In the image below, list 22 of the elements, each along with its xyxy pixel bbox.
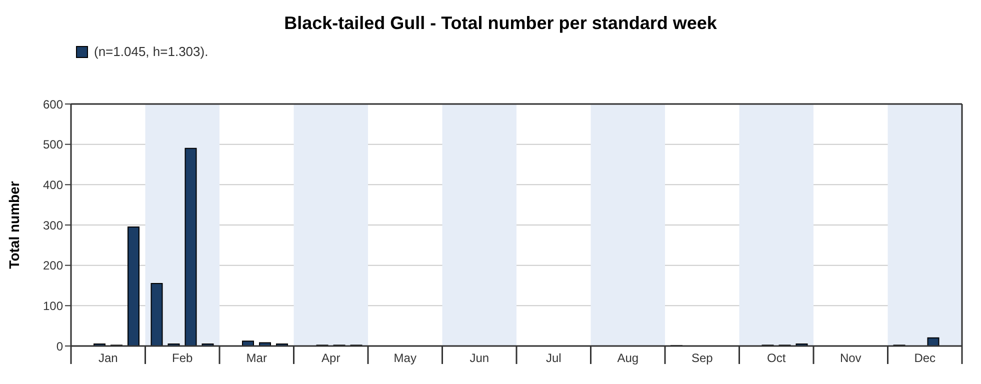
y-tick-label: 0 [56, 339, 64, 354]
x-tick-label: Apr [322, 351, 340, 365]
y-tick-label: 600 [42, 97, 64, 112]
x-tick-label: Jun [470, 351, 490, 365]
y-tick-label: 400 [42, 178, 64, 192]
x-tick-label: Jan [98, 351, 118, 365]
y-tick-label: 300 [42, 218, 64, 232]
chart-title: Black-tailed Gull - Total number per standard week [283, 12, 718, 35]
y-axis-title: Total number [6, 180, 22, 269]
x-tick-label: Feb [172, 351, 194, 365]
x-tick-label: Jul [546, 351, 562, 365]
x-tick-label: Aug [617, 351, 639, 365]
x-tick-label: Mar [246, 351, 267, 365]
x-tick-label: Dec [914, 351, 936, 365]
y-tick-label: 500 [42, 138, 64, 152]
y-tick-label: 100 [42, 298, 64, 313]
x-tick-label: May [394, 351, 416, 365]
x-tick-label: Sep [691, 351, 714, 365]
x-tick-label: Oct [767, 351, 786, 365]
x-tick-label: Nov [840, 351, 862, 365]
y-tick-label: 200 [42, 258, 64, 273]
legend-label: (n=1.045, h=1.303). [94, 44, 208, 59]
